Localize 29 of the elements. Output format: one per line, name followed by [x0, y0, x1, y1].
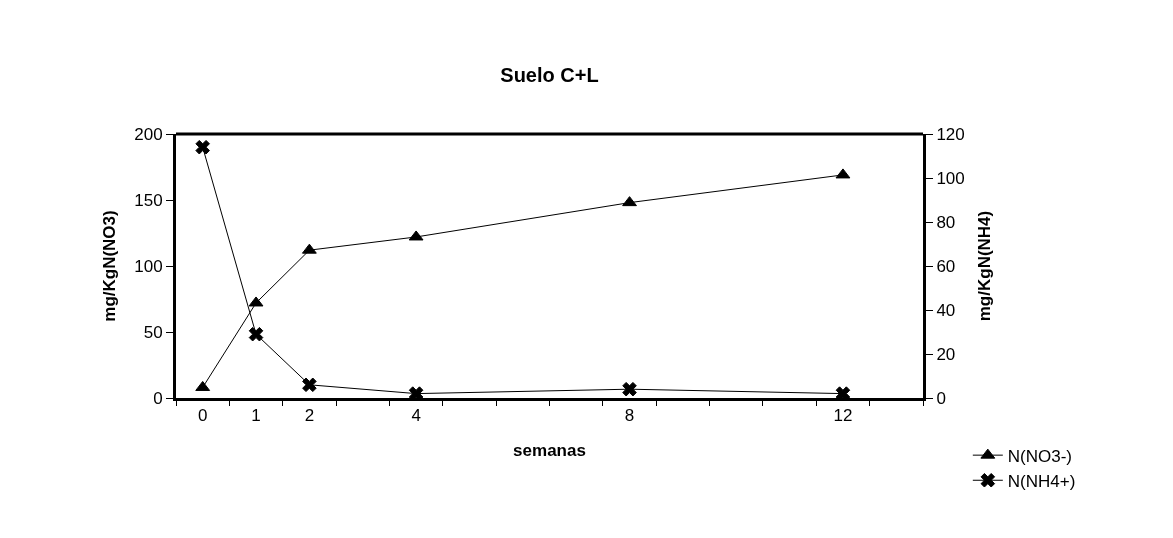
- legend-label: N(NH4+): [1007, 471, 1076, 491]
- point: [195, 139, 210, 155]
- y2-tick-label: 40: [936, 300, 956, 320]
- y2-tick-label: 100: [936, 168, 965, 188]
- point: [622, 196, 637, 207]
- chart-title: Suelo C+L: [500, 64, 599, 87]
- y2-tick-label: 20: [936, 344, 956, 364]
- legend-label: N(NO3-): [1007, 446, 1073, 466]
- x-axis-title: semanas: [513, 440, 586, 460]
- y2-tick-label: 80: [936, 212, 956, 232]
- point: [302, 377, 317, 393]
- y-tick-label: 100: [134, 256, 163, 276]
- x-tick-label: 8: [624, 406, 635, 426]
- x-tick-label: 0: [197, 406, 208, 426]
- x-tick-label: 12: [833, 406, 853, 426]
- y-axis-title: mg/KgN(NO3): [99, 210, 119, 322]
- y2-tick-label: 120: [936, 124, 965, 144]
- point: [622, 381, 637, 397]
- x-tick-label: 4: [411, 406, 421, 426]
- x-tick-label: 2: [304, 406, 315, 426]
- point: [248, 326, 264, 342]
- x-tick-label: 1: [251, 406, 261, 426]
- y2-axis-title: mg/KgN(NH4): [975, 210, 995, 322]
- y-tick-label: 0: [153, 388, 163, 408]
- y2-tick-label: 60: [936, 256, 956, 276]
- y-tick-label: 50: [143, 322, 163, 342]
- y2-tick-label: 0: [936, 388, 946, 408]
- y-tick-label: 150: [134, 190, 163, 210]
- y-tick-label: 200: [134, 124, 163, 144]
